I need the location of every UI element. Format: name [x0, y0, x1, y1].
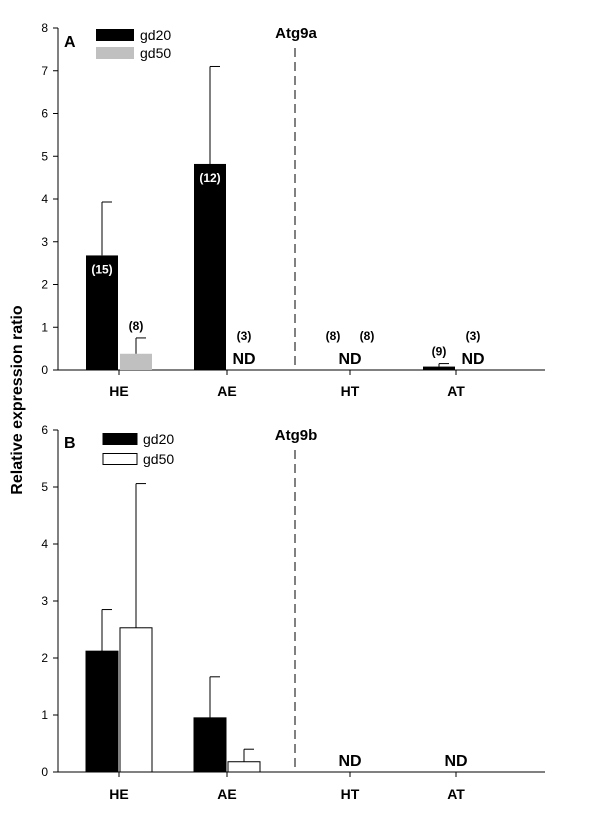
- y-tick-label: 0: [41, 765, 48, 779]
- y-tick-label: 6: [41, 107, 48, 121]
- legend-label: gd50: [140, 45, 171, 61]
- bar: [227, 761, 261, 773]
- y-tick-label: 2: [41, 278, 48, 292]
- x-tick-label: HE: [109, 786, 128, 802]
- sample-size-label: (12): [199, 171, 220, 185]
- sample-size-label: (8): [326, 329, 341, 343]
- sample-size-label: (3): [466, 329, 481, 343]
- not-detected-label: ND: [232, 351, 255, 368]
- legend-swatch: [102, 433, 138, 445]
- not-detected-label: ND: [444, 753, 467, 770]
- panel-b: 0 1 2 3 4 5 6 HE AE HT AT Atg9b B gd20 gd50 ND ND: [41, 423, 545, 802]
- y-tick-label: 2: [41, 651, 48, 665]
- sample-size-label: (15): [91, 262, 112, 276]
- y-tick-label: 1: [41, 708, 48, 722]
- bar: [194, 163, 226, 370]
- legend-label: gd20: [143, 431, 174, 447]
- not-detected-label: ND: [338, 753, 361, 770]
- y-tick-label: 6: [41, 423, 48, 437]
- bar: [193, 717, 227, 773]
- y-tick-label: 5: [41, 480, 48, 494]
- bar: [120, 353, 152, 370]
- y-tick-label: 1: [41, 320, 48, 334]
- chart-title: Atg9b: [275, 427, 318, 444]
- sample-size-label: (8): [129, 319, 144, 333]
- bar: [423, 366, 455, 370]
- y-tick-label: 4: [41, 537, 48, 551]
- y-tick-label: 4: [41, 192, 48, 206]
- not-detected-label: ND: [338, 351, 361, 368]
- x-tick-label: HT: [341, 786, 360, 802]
- legend-label: gd20: [140, 27, 171, 43]
- bar: [86, 255, 118, 370]
- chart-title: Atg9a: [275, 25, 317, 42]
- legend-swatch: [102, 453, 138, 465]
- bar: [85, 650, 119, 773]
- panel-a: 0 1 2 3 4 5 6 7 8 HE AE HT AT Atg9a A gd20 gd50 (15) (12) (…: [41, 21, 545, 399]
- not-detected-label: ND: [461, 351, 484, 368]
- y-tick-label: 8: [41, 21, 48, 35]
- legend-swatch: [96, 47, 134, 59]
- x-tick-label: AT: [447, 786, 465, 802]
- panel-letter: A: [64, 34, 76, 51]
- y-tick-label: 3: [41, 235, 48, 249]
- x-tick-label: AE: [217, 383, 236, 399]
- sample-size-label: (3): [237, 329, 252, 343]
- x-tick-label: AE: [217, 786, 236, 802]
- legend-label: gd50: [143, 451, 174, 467]
- sample-size-label: (9): [432, 345, 447, 359]
- sample-size-label: (8): [360, 329, 375, 343]
- x-tick-label: HT: [341, 383, 360, 399]
- x-tick-label: HE: [109, 383, 128, 399]
- x-tick-label: AT: [447, 383, 465, 399]
- panel-letter: B: [64, 435, 76, 452]
- y-tick-label: 0: [41, 363, 48, 377]
- y-tick-label: 3: [41, 594, 48, 608]
- y-axis-label: Relative expression ratio: [9, 305, 26, 495]
- legend-swatch: [96, 29, 134, 41]
- y-tick-label: 7: [41, 64, 48, 78]
- y-tick-label: 5: [41, 149, 48, 163]
- bar: [119, 627, 153, 773]
